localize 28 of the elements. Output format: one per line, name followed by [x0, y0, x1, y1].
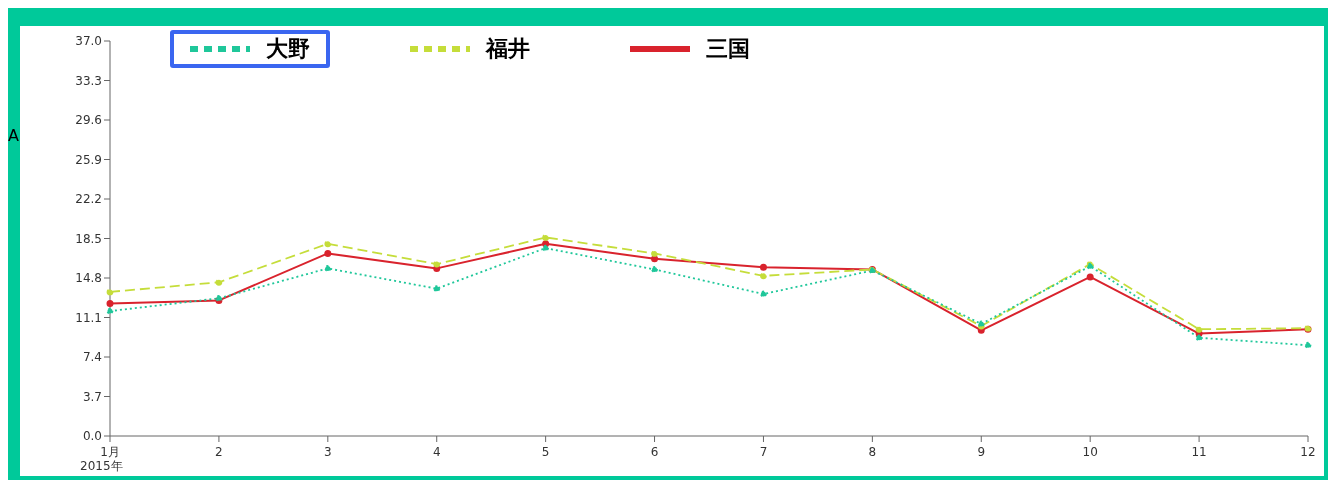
- x-tick-label: 4: [432, 445, 441, 459]
- x-tick-label: 8: [868, 445, 877, 459]
- y-tick-label: 22.2: [75, 192, 102, 207]
- y-tick-label: 33.3: [75, 73, 102, 88]
- y-axis-title: A: [8, 126, 19, 145]
- x-tick-label: 11: [1191, 445, 1207, 459]
- x-tick-label: 9: [977, 445, 986, 459]
- y-tick-label: 0.0: [82, 429, 102, 444]
- y-tick-label: 7.4: [82, 350, 102, 365]
- x-tick-label: 3: [324, 445, 332, 459]
- x-tick-label: 10: [1082, 445, 1098, 459]
- x-tick-label: 1月: [100, 445, 120, 459]
- y-tick-label: 25.9: [75, 152, 102, 167]
- text: 2015年: [80, 459, 123, 473]
- y-tick-label: 37.0: [75, 34, 102, 49]
- x-tick-label: 5: [541, 445, 550, 459]
- legend-label: 大野: [266, 35, 310, 63]
- y-tick-label: 18.5: [75, 231, 102, 246]
- x-tick-label: 7: [759, 445, 768, 459]
- legend-label: 三国: [706, 35, 750, 63]
- y-tick-label: 11.1: [75, 310, 102, 325]
- y-tick-label: 3.7: [82, 389, 102, 404]
- y-tick-label: 14.8: [75, 271, 102, 286]
- x-tick-label: 2: [215, 445, 223, 459]
- legend-label: 福井: [486, 35, 530, 63]
- y-tick-label: 29.6: [75, 113, 102, 128]
- x-tick-label: 12: [1300, 445, 1316, 459]
- x-tick-label: 6: [650, 445, 659, 459]
